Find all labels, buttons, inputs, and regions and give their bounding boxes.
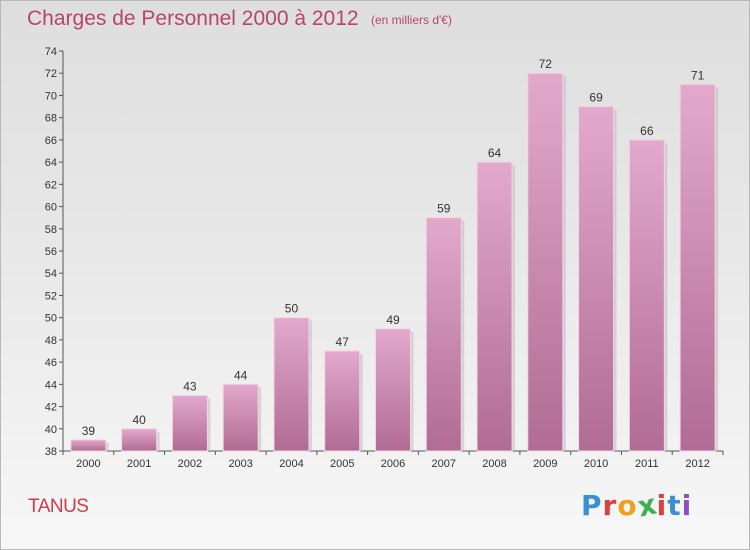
data-label-2005: 47 (336, 335, 350, 349)
y-tick-label: 72 (45, 68, 57, 80)
chart-subtitle: (en milliers d'€) (371, 13, 452, 27)
bar-2002 (171, 394, 208, 452)
logo-letter: r (602, 489, 618, 522)
chart-title: Charges de Personnel 2000 à 2012 (27, 7, 359, 30)
y-tick-label: 46 (45, 357, 57, 369)
data-label-2008: 64 (488, 146, 502, 160)
y-tick-label: 62 (45, 179, 57, 191)
bar-2010 (578, 106, 615, 452)
commune-name: TANUS (28, 496, 89, 517)
y-tick-label: 58 (45, 224, 57, 236)
data-label-2012: 71 (691, 68, 705, 82)
logo-letter: i (681, 489, 693, 522)
y-tick-label: 70 (45, 90, 57, 102)
y-tick-label: 68 (45, 113, 57, 125)
bar-2003 (222, 383, 259, 452)
x-tick-label-2005: 2005 (330, 458, 354, 470)
y-tick-label: 74 (45, 46, 57, 58)
bar-2006 (375, 328, 411, 452)
y-tick-label: 52 (45, 290, 57, 302)
logo-letter: P (581, 489, 603, 522)
x-tick-label-2008: 2008 (482, 458, 506, 470)
bar-2001 (121, 428, 158, 452)
x-tick-label-2003: 2003 (228, 458, 252, 470)
bar-2000 (70, 439, 107, 452)
x-tick-label-2000: 2000 (76, 458, 100, 470)
x-tick-label-2010: 2010 (584, 458, 608, 470)
y-tick-label: 44 (45, 379, 57, 391)
proxiti-logo: Proxiti (581, 487, 693, 523)
bar-2011 (628, 139, 665, 452)
bar-2005 (324, 350, 361, 452)
data-label-2011: 66 (640, 124, 654, 138)
y-tick-label: 50 (45, 313, 57, 325)
logo-letter: t (667, 489, 682, 522)
data-label-2007: 59 (437, 202, 451, 216)
bar-2012 (679, 83, 716, 452)
x-tick-label-2006: 2006 (381, 458, 405, 470)
y-tick-label: 56 (45, 246, 57, 258)
y-tick-label: 48 (45, 335, 57, 347)
x-tick-label-2012: 2012 (685, 458, 709, 470)
data-label-2002: 43 (183, 379, 197, 393)
y-tick-label: 60 (45, 202, 57, 214)
logo-letter: o (617, 489, 638, 522)
x-tick-label-2011: 2011 (635, 458, 659, 470)
y-tick-label: 54 (45, 268, 57, 280)
bar-2007 (425, 217, 462, 452)
data-labels: 39 40 43 44 50 47 49 59 64 72 69 66 71 (82, 57, 705, 438)
bar-2009 (527, 72, 564, 452)
data-label-2010: 69 (589, 91, 603, 105)
y-tick-label: 42 (45, 402, 57, 414)
y-tick-label: 66 (45, 135, 57, 147)
logo-letter: i (656, 489, 668, 522)
data-label-2006: 49 (386, 313, 400, 327)
bars (70, 72, 719, 452)
y-tick-label: 64 (45, 157, 57, 169)
x-tick-label-2001: 2001 (127, 458, 151, 470)
x-tick-label-2007: 2007 (432, 458, 456, 470)
bar-2008 (476, 161, 513, 452)
y-tick-label: 38 (45, 446, 57, 458)
data-label-2009: 72 (539, 57, 553, 71)
bar-2004 (273, 317, 310, 452)
x-tick-label-2009: 2009 (533, 458, 557, 470)
data-label-2004: 50 (285, 302, 299, 316)
data-label-2000: 39 (82, 424, 96, 438)
x-tick-label-2002: 2002 (178, 458, 202, 470)
data-label-2001: 40 (132, 413, 146, 427)
y-tick-label: 40 (45, 424, 57, 436)
x-tick-label-2004: 2004 (279, 458, 303, 470)
data-label-2003: 44 (234, 368, 248, 382)
